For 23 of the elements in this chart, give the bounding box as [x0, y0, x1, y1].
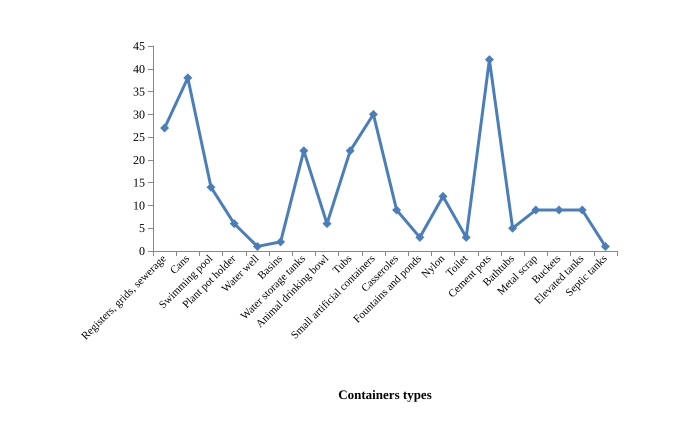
point	[415, 232, 424, 242]
y-tick-label: 10	[133, 198, 145, 212]
point	[368, 110, 378, 119]
point	[508, 224, 518, 233]
y-tick-label: 35	[133, 84, 145, 99]
y-tick-label: 20	[133, 152, 145, 167]
y-tick-label: 15	[133, 176, 145, 190]
point	[230, 219, 239, 228]
point	[252, 242, 262, 251]
y-tick-label: 25	[133, 130, 145, 144]
point	[276, 237, 286, 246]
point	[438, 192, 448, 201]
point	[346, 146, 355, 156]
y-tick-label: 0	[139, 244, 145, 258]
point	[600, 242, 610, 251]
y-tick-label: 45	[133, 39, 145, 53]
y-tick-label: 40	[133, 62, 145, 76]
point	[206, 182, 216, 192]
y-tick-label: 5	[139, 221, 145, 236]
point	[392, 206, 402, 214]
y-tick-label: 30	[133, 107, 145, 122]
point	[160, 124, 170, 132]
x-axis-title: Containers types	[338, 387, 432, 402]
